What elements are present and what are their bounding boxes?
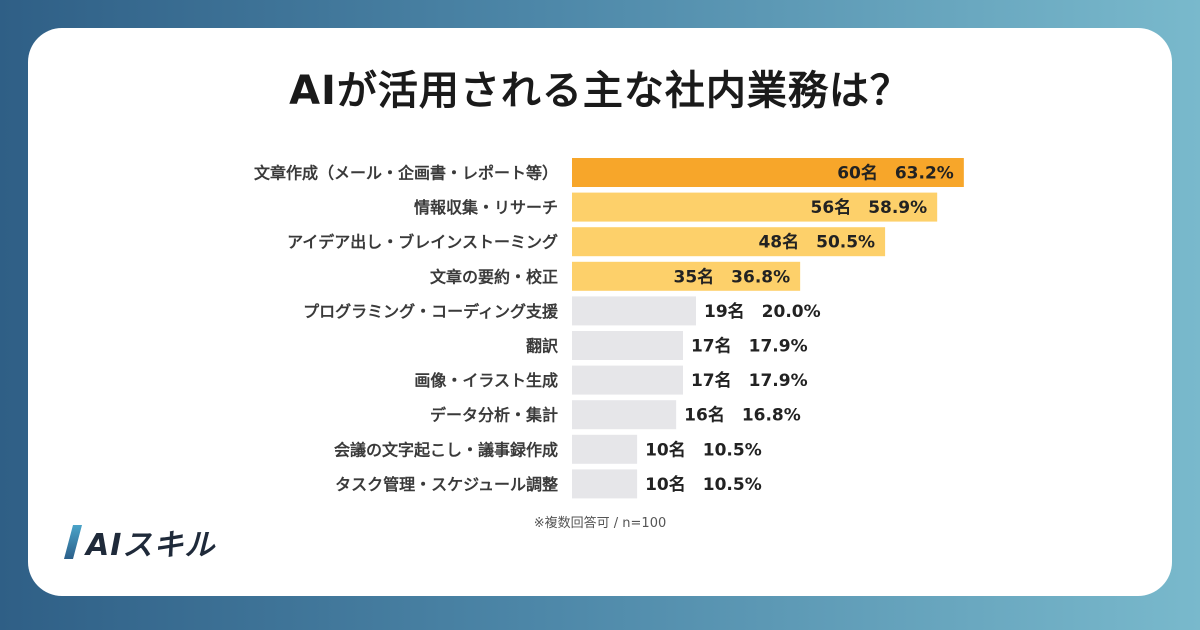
- value-label: 17名 17.9%: [691, 370, 808, 391]
- category-label: アイデア出し・ブレインストーミング: [287, 233, 558, 252]
- value-label: 60名 63.2%: [837, 163, 954, 184]
- category-label: 文章の要約・校正: [430, 267, 558, 286]
- category-label: データ分析・集計: [430, 406, 558, 425]
- logo-text: AIスキル: [86, 528, 216, 563]
- bar: [572, 365, 683, 395]
- bar: [572, 158, 964, 187]
- category-label: 文章作成（メール・企画書・レポート等）: [254, 164, 558, 183]
- footnote: ※複数回答可 / n=100: [533, 516, 667, 531]
- value-label: 17名 17.9%: [691, 336, 808, 357]
- category-label: プログラミング・コーディング支援: [303, 302, 559, 321]
- bar: [572, 261, 801, 291]
- chart-title: AIが活用される主な社内業務は？: [289, 68, 911, 114]
- category-label: 翻訳: [526, 337, 559, 356]
- bar: [572, 331, 683, 360]
- bar: [572, 296, 696, 326]
- value-label: 56名 58.9%: [811, 197, 928, 218]
- bar: [572, 434, 638, 464]
- value-label: 16名 16.8%: [684, 405, 801, 426]
- value-label: 19名 20.0%: [704, 301, 821, 322]
- brand-logo: AIスキル: [64, 522, 216, 563]
- bar: [572, 192, 938, 222]
- logo-slash-icon: [64, 525, 82, 559]
- value-label: 10名 10.5%: [645, 439, 762, 460]
- bar: [572, 469, 638, 499]
- category-label: 情報収集・リサーチ: [414, 198, 558, 217]
- bar: [572, 227, 886, 257]
- value-label: 35名 36.8%: [674, 266, 791, 287]
- bar: [572, 400, 677, 430]
- value-label: 48名 50.5%: [758, 232, 875, 253]
- value-label: 10名 10.5%: [645, 474, 762, 495]
- category-label: 画像・イラスト生成: [414, 371, 558, 390]
- category-label: 会議の文字起こし・議事録作成: [334, 440, 558, 459]
- category-label: タスク管理・スケジュール調整: [335, 475, 558, 494]
